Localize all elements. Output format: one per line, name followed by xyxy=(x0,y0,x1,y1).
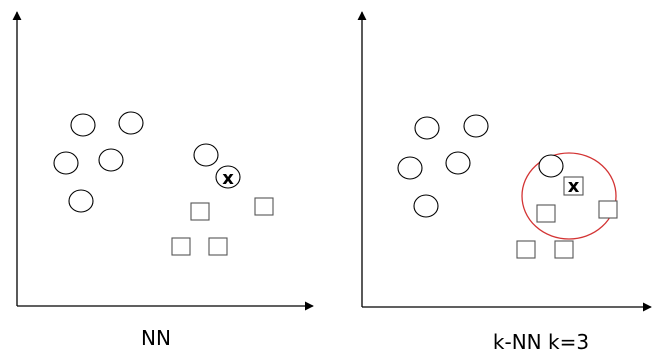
circle-point xyxy=(68,189,94,213)
circle-point xyxy=(538,154,564,178)
square-point xyxy=(516,240,536,259)
circle-point xyxy=(414,116,440,140)
circle-point xyxy=(98,148,124,172)
panel-nn: x NN xyxy=(12,11,314,350)
circle-point xyxy=(445,151,471,175)
query-label: x xyxy=(568,176,580,197)
query-label: x xyxy=(222,168,234,189)
circle-point xyxy=(118,111,144,135)
square-class-points xyxy=(516,200,618,259)
square-point xyxy=(554,240,574,259)
square-point xyxy=(190,202,210,221)
circle-point xyxy=(70,113,96,137)
caption-nn: NN xyxy=(141,326,171,350)
square-point xyxy=(536,204,556,223)
query-point-nn: x xyxy=(215,165,241,189)
square-point xyxy=(598,200,618,219)
query-square-marker xyxy=(563,176,584,196)
circle-point xyxy=(193,143,219,167)
caption-knn: k-NN k=3 xyxy=(493,330,589,354)
square-point xyxy=(208,237,228,256)
circle-class-points xyxy=(397,114,489,218)
query-point-knn: x xyxy=(563,176,584,197)
square-point xyxy=(254,197,274,216)
circle-point xyxy=(413,194,439,218)
circle-class-points xyxy=(53,111,219,213)
circle-point xyxy=(53,151,79,175)
square-point xyxy=(171,237,191,256)
circle-point xyxy=(463,114,489,138)
panel-knn: x k-NN k=3 xyxy=(357,11,652,354)
square-class-points xyxy=(171,197,274,256)
neighborhood-ellipse xyxy=(521,152,617,240)
query-circle-marker xyxy=(215,165,241,189)
circle-point xyxy=(397,156,423,180)
